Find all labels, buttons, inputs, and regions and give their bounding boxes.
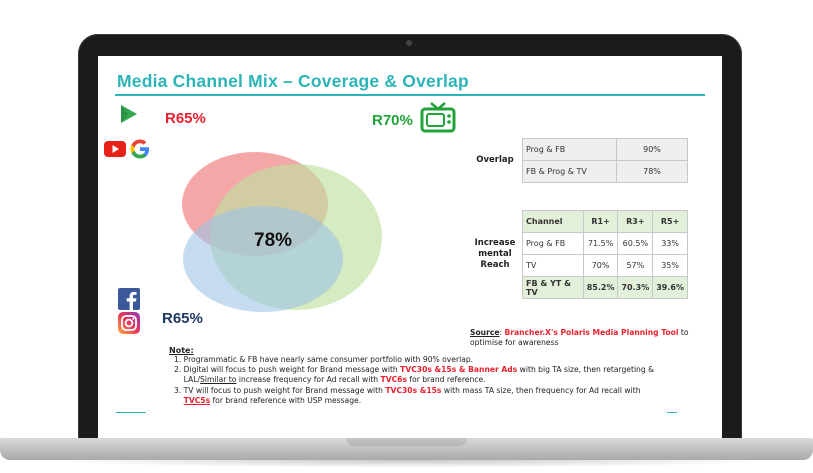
facebook-icon (118, 288, 140, 310)
column-header-r5: R5+ (652, 210, 688, 233)
note-text: for brand reference with USP message. (210, 395, 362, 405)
reach-header-line: Increase (474, 238, 516, 248)
note-item-3: 3. TV will focus to push weight for Bran… (174, 386, 714, 406)
reach-row-header: Increase mental Reach (468, 211, 523, 299)
tv-icon (420, 102, 456, 133)
google-g-icon (130, 139, 149, 159)
note-text: LAL/ (183, 375, 201, 385)
laptop-base-notch (346, 438, 467, 446)
camera-dot (406, 40, 412, 46)
r5-cell: 35% (652, 254, 688, 277)
note-text: increase frequency for Ad recall with (236, 375, 381, 385)
r3-cell: 60.5% (617, 232, 654, 255)
r5-cell: 33% (652, 232, 688, 255)
r3-cell: 70.3% (617, 276, 654, 299)
source-rest: to optimise for awareness (470, 328, 689, 347)
r1-cell: 85.2% (582, 276, 619, 299)
note-text: for brand reference. (406, 375, 486, 385)
note-item-2: 2. Digital will focus to push weight for… (174, 365, 714, 385)
notes-list: 1. Programmatic & FB have nearly same co… (174, 355, 714, 406)
note-highlight: TVC30s &15s (385, 385, 442, 395)
footer-rule-right (667, 412, 677, 413)
table-row: Prog & FB 71.5% 60.5% 33% (468, 232, 688, 255)
slide-title: Media Channel Mix – Coverage & Overlap (117, 71, 469, 91)
table-row: FB & Prog & TV 78% (468, 160, 688, 183)
r5-cell: 39.6% (652, 276, 688, 299)
overlap-value: 90% (616, 138, 688, 161)
slide-screen: Media Channel Mix – Coverage & Overlap (98, 56, 722, 440)
overlap-row-header: Overlap (476, 155, 514, 165)
note-text: with mass TA size, then frequency for Ad… (441, 385, 641, 395)
r1-cell: 71.5% (582, 232, 619, 255)
note-underlined: Similar to (200, 375, 237, 385)
channel-cell: FB & YT & TV (522, 276, 584, 299)
tv-reach-label: R70% (372, 112, 413, 129)
note-title: Note: (169, 346, 194, 355)
table-row: Overlap Prog & FB 90% (468, 138, 688, 165)
note-text: 3. TV will focus to push weight for Bran… (174, 385, 386, 395)
instagram-icon (118, 312, 140, 334)
column-header-r3: R3+ (617, 210, 654, 233)
column-header-channel: Channel (522, 210, 584, 233)
google-play-icon (121, 105, 137, 123)
channel-cell: Prog & FB (522, 232, 584, 255)
note-item-1: 1. Programmatic & FB have nearly same co… (174, 355, 474, 364)
reach-header-line: Reach (480, 260, 510, 270)
laptop-base (0, 438, 813, 460)
note-highlight: TVC30s &15s & Banner Ads (400, 365, 518, 375)
note-highlight: TVC6s (380, 375, 407, 385)
source-label: Source (470, 328, 500, 337)
r1-cell: 70% (582, 254, 619, 277)
table-header-row: Increase mental Reach Channel R1+ R3+ R5… (468, 210, 688, 270)
venn-social-circle (183, 206, 343, 312)
table-row: FB & YT & TV 85.2% 70.3% 39.6% (468, 276, 688, 299)
source-tool: Brancher.X's Polaris Media Planning Tool (504, 328, 679, 337)
r3-cell: 57% (617, 254, 654, 277)
note-highlight: TVC5s (183, 395, 211, 405)
overlap-table: Overlap Prog & FB 90% FB & Prog & TV 78% (468, 138, 688, 183)
laptop-bezel: Media Channel Mix – Coverage & Overlap (78, 34, 742, 450)
overlap-label: Prog & FB (522, 138, 617, 161)
youtube-icon (104, 141, 126, 157)
venn-diagram (182, 152, 382, 312)
reach-header-line: mental (478, 249, 512, 259)
note-text: with big TA size, then retargeting & (517, 365, 655, 375)
footer-rule-left (116, 412, 146, 413)
venn-overlap-value: 78% (254, 230, 293, 251)
title-underline (115, 94, 705, 96)
channel-cell: TV (522, 254, 584, 277)
source-note: Source: Brancher.X's Polaris Media Plann… (470, 328, 689, 347)
reach-table: Increase mental Reach Channel R1+ R3+ R5… (468, 210, 688, 299)
social-reach-label: R65% (162, 310, 203, 327)
prog-reach-label: R65% (165, 110, 206, 127)
note-text: 2. Digital will focus to push weight for… (174, 365, 401, 375)
overlap-value: 78% (616, 160, 688, 183)
overlap-label: FB & Prog & TV (522, 160, 617, 183)
column-header-r1: R1+ (582, 210, 619, 233)
note-title-text: Note (169, 346, 191, 355)
